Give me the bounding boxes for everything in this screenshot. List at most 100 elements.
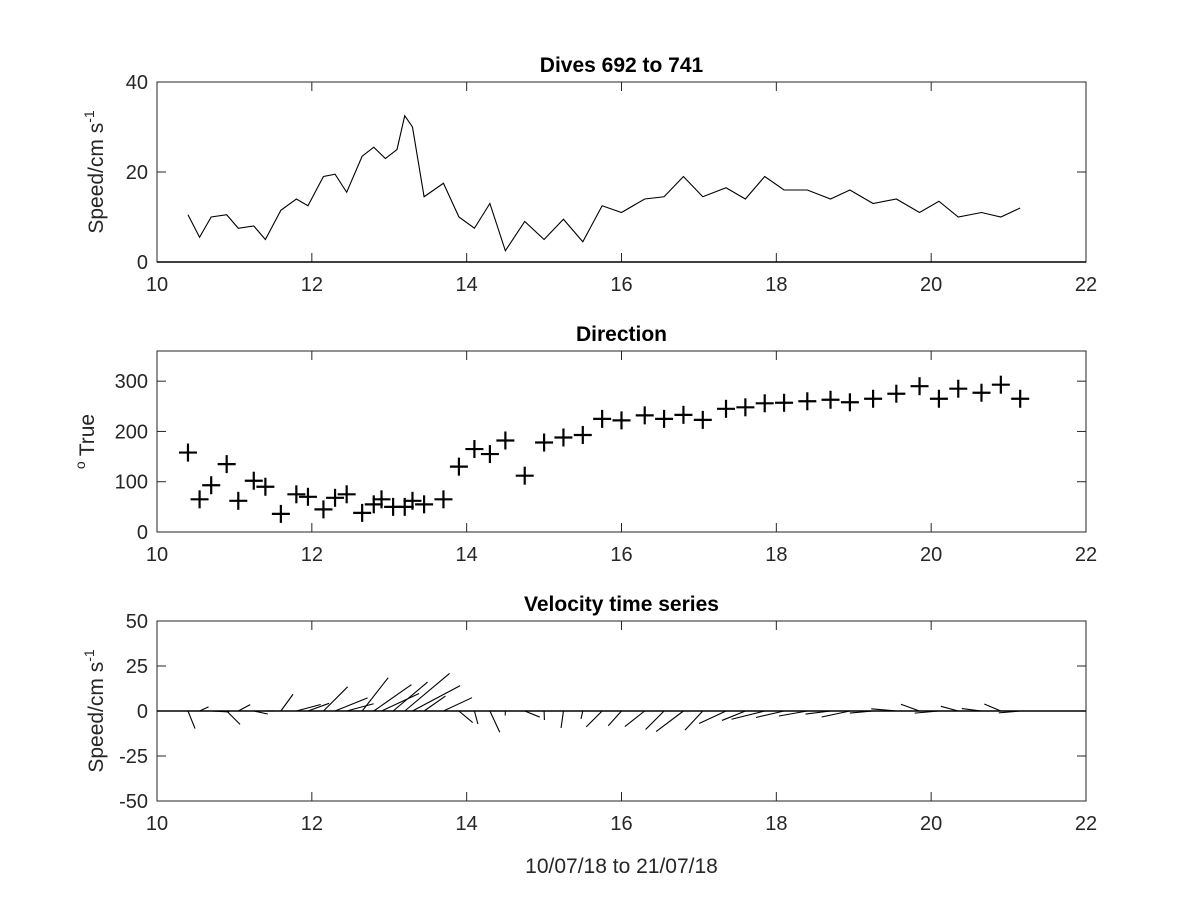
y-axis-label-exponent: -1: [81, 649, 97, 662]
panel-2: 10 12 14 16 18 20 22 0 100 200 300 Direction o True: [72, 323, 1097, 566]
panel-title: Dives 692 to 741: [540, 54, 704, 77]
data-point: [535, 433, 554, 452]
velocity-stick: [373, 684, 412, 712]
velocity-stick: [655, 710, 684, 733]
x-tick-label: 14: [456, 274, 478, 296]
velocity-stick: [323, 686, 349, 712]
y-tick-label: 25: [126, 656, 148, 678]
velocity-stick: [580, 710, 584, 720]
velocity-stick: [211, 710, 230, 713]
data-point: [929, 389, 948, 408]
y-tick-label: 40: [126, 72, 148, 94]
x-tick-label: 20: [920, 274, 942, 296]
data-point: [229, 491, 248, 510]
velocity-stick: [187, 710, 196, 729]
y-tick-label: 50: [126, 611, 148, 633]
data-point: [554, 428, 573, 447]
velocity-stick: [560, 710, 564, 729]
x-tick-label: 22: [1075, 274, 1097, 296]
velocity-stick: [473, 710, 479, 725]
data-point: [798, 392, 817, 411]
velocity-stick: [404, 672, 450, 712]
data-point: [337, 485, 356, 504]
velocity-stick: [423, 695, 446, 712]
x-tick-label: 20: [920, 813, 942, 835]
velocity-stick: [489, 710, 501, 733]
data-point: [821, 390, 840, 409]
y-axis-label-text: Speed/cm s: [85, 662, 108, 773]
speed-series-line: [187, 114, 1021, 253]
data-point: [217, 455, 236, 474]
y-axis-label-degree: o: [72, 461, 88, 469]
velocity-stick: [805, 710, 831, 715]
velocity-stick: [961, 708, 982, 712]
data-point: [775, 393, 794, 412]
velocity-stick: [721, 710, 746, 721]
velocity-stick: [871, 708, 897, 712]
y-tick-label: 0: [137, 701, 148, 723]
x-tick-label: 14: [456, 544, 478, 566]
y-tick-label: 20: [126, 162, 148, 184]
y-axis-label-text: Speed/cm s: [85, 123, 108, 234]
velocity-stick: [334, 697, 368, 712]
data-point: [178, 443, 197, 462]
velocity-stick: [296, 703, 321, 712]
data-point: [298, 487, 317, 506]
data-point: [287, 485, 306, 504]
x-axis-label: 10/07/18 to 21/07/18: [525, 855, 718, 878]
data-point: [244, 471, 263, 490]
velocity-stick: [821, 710, 850, 718]
data-point: [840, 393, 859, 412]
x-tick-label: 12: [301, 544, 323, 566]
data-point: [480, 445, 499, 464]
y-tick-label: -50: [119, 791, 148, 813]
y-tick-label: 0: [137, 522, 148, 544]
velocity-stick: [524, 710, 540, 718]
velocity-stick: [412, 685, 461, 712]
data-point: [449, 457, 468, 476]
data-point: [403, 491, 422, 510]
data-point: [910, 377, 929, 396]
velocity-stick: [307, 702, 330, 712]
x-tick-label: 22: [1075, 544, 1097, 566]
data-point: [972, 383, 991, 402]
y-tick-label: 0: [137, 252, 148, 274]
data-point: [755, 394, 774, 413]
velocity-stick: [645, 710, 665, 730]
data-point: [515, 466, 534, 485]
x-tick-label: 10: [146, 544, 168, 566]
velocity-stick: [914, 710, 939, 714]
panel-1: 10 12 14 16 18 20 22 0 20 40 Dives 692 to 741 Speed…: [81, 54, 1097, 296]
x-tick-label: 10: [146, 813, 168, 835]
y-axis-label: Speed/cm s-1: [81, 649, 108, 773]
velocity-stick: [998, 710, 1021, 714]
panel-title: Velocity time series: [524, 593, 719, 616]
velocity-stick: [280, 693, 294, 712]
x-tick-label: 12: [301, 274, 323, 296]
data-point: [736, 398, 755, 417]
y-axis-label-exponent: -1: [81, 110, 97, 123]
data-point: [949, 379, 968, 398]
axes-frame: [156, 350, 1087, 533]
data-point: [314, 500, 333, 519]
velocity-stick: [226, 710, 241, 725]
data-point: [887, 384, 906, 403]
x-tick-label: 14: [456, 813, 478, 835]
velocity-stick: [684, 710, 704, 731]
velocity-stick: [199, 706, 209, 712]
y-tick-label: 300: [115, 371, 148, 393]
velocity-stick: [381, 693, 420, 712]
data-point: [655, 409, 674, 428]
velocity-stick: [755, 710, 785, 719]
y-axis-label: Speed/cm s-1: [81, 110, 108, 234]
data-point: [593, 409, 612, 428]
x-tick-label: 16: [610, 274, 632, 296]
data-point: [372, 490, 391, 509]
data-point: [612, 411, 631, 430]
velocity-stick: [458, 710, 474, 723]
data-point: [674, 405, 693, 424]
velocity-stick: [392, 681, 428, 712]
data-point: [693, 410, 712, 429]
velocity-stick: [253, 710, 268, 715]
